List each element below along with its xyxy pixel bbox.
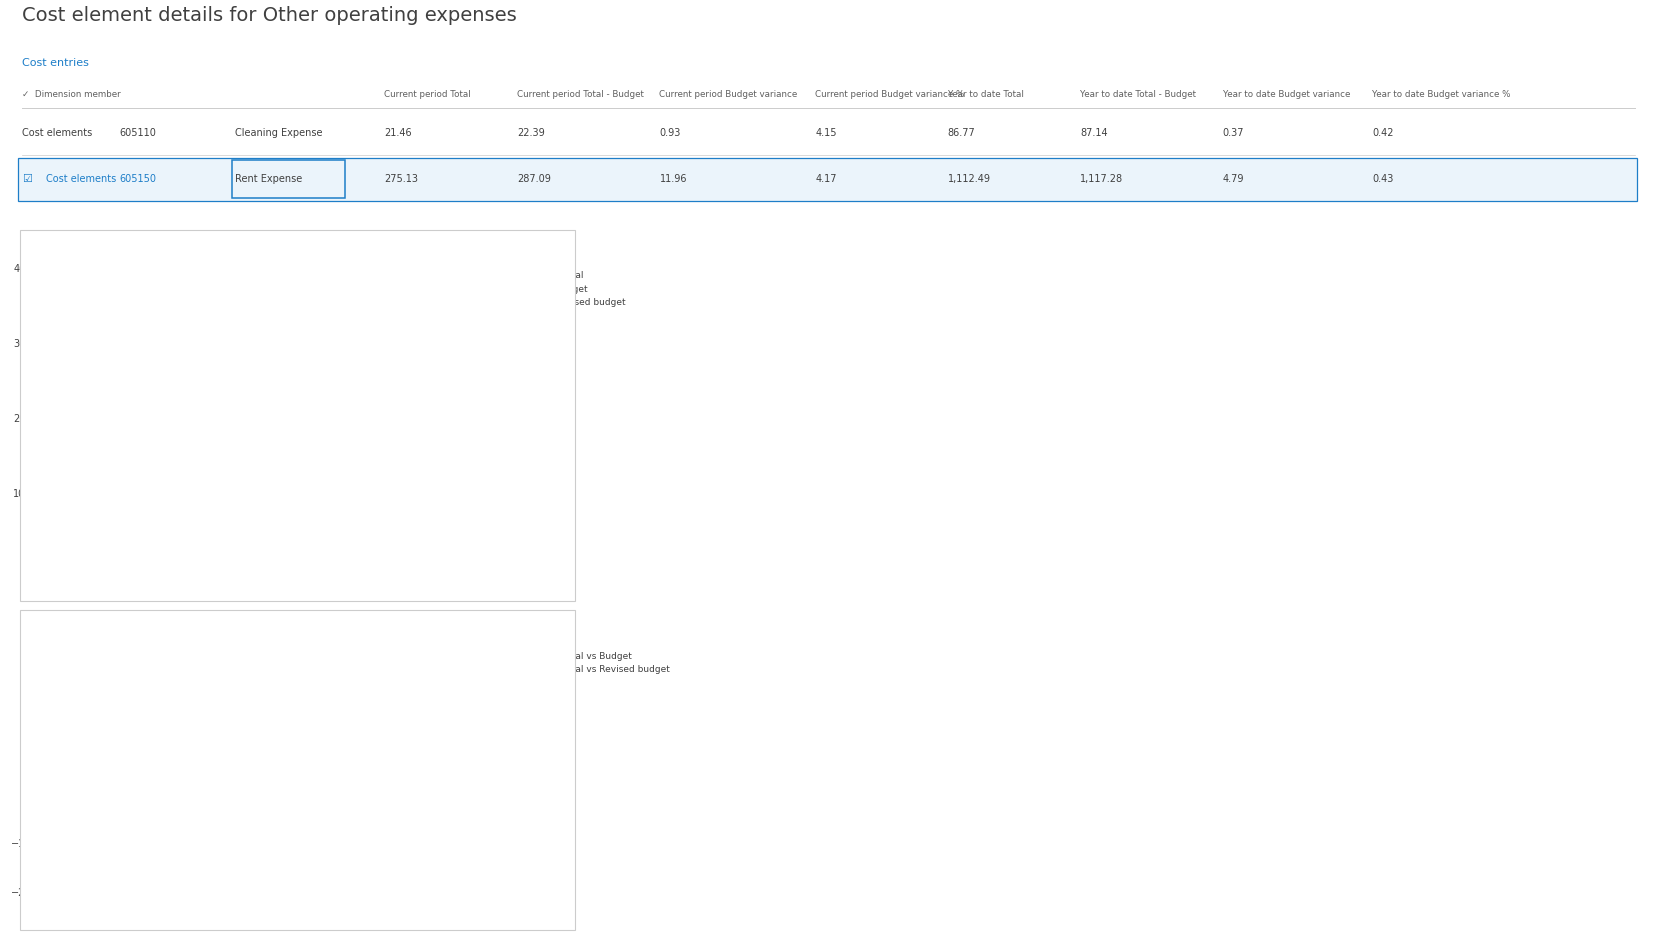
- Bar: [156, 701, 184, 794]
- Text: 287.09: 287.09: [517, 175, 550, 184]
- Text: 22.39: 22.39: [517, 128, 545, 138]
- Text: 605110: 605110: [119, 128, 156, 138]
- Text: Cost elements: Cost elements: [46, 175, 116, 184]
- Text: Current period Budget variance %: Current period Budget variance %: [815, 90, 964, 100]
- Text: 0.37: 0.37: [1223, 128, 1244, 138]
- Bar: [184, 420, 212, 568]
- Text: Cost element details for Other operating expenses: Cost element details for Other operating…: [22, 7, 517, 25]
- FancyBboxPatch shape: [18, 158, 1637, 201]
- Text: 275.13: 275.13: [384, 175, 419, 184]
- Text: 1,117.28: 1,117.28: [1080, 175, 1123, 184]
- Text: 87.14: 87.14: [1080, 128, 1109, 138]
- Bar: [91, 339, 119, 568]
- Text: Year to date Budget variance %: Year to date Budget variance %: [1372, 90, 1511, 100]
- Text: 0.93: 0.93: [659, 128, 681, 138]
- Text: 4.79: 4.79: [1223, 175, 1244, 184]
- Bar: [184, 770, 212, 794]
- Text: Cleaning Expense: Cleaning Expense: [235, 128, 323, 138]
- Text: 1,112.49: 1,112.49: [948, 175, 991, 184]
- Text: 4.17: 4.17: [815, 175, 837, 184]
- Text: Rent Expense: Rent Expense: [235, 175, 303, 184]
- Text: 11.96: 11.96: [659, 175, 688, 184]
- Bar: [462, 377, 489, 568]
- Text: Current period Total: Current period Total: [384, 90, 471, 100]
- Bar: [156, 407, 184, 568]
- Text: 21.46: 21.46: [384, 128, 413, 138]
- Bar: [277, 414, 305, 568]
- Bar: [65, 794, 91, 853]
- Text: Year to date Budget variance: Year to date Budget variance: [1223, 90, 1350, 100]
- Bar: [249, 425, 277, 568]
- Bar: [370, 395, 398, 568]
- Bar: [341, 395, 370, 568]
- Text: Budget variance by period: Budget variance by period: [36, 632, 202, 641]
- Text: 86.77: 86.77: [948, 128, 976, 138]
- Text: ✓  Dimension member: ✓ Dimension member: [22, 90, 121, 100]
- Bar: [65, 348, 91, 568]
- Text: Current period Budget variance: Current period Budget variance: [659, 90, 797, 100]
- Text: Current period Total - Budget: Current period Total - Budget: [517, 90, 645, 100]
- Legend: Actual vs Budget, Actual vs Revised budget: Actual vs Budget, Actual vs Revised budg…: [527, 648, 674, 678]
- Text: ☑: ☑: [22, 175, 31, 184]
- Text: 0.42: 0.42: [1372, 128, 1394, 138]
- Text: Cost entries: Cost entries: [22, 58, 88, 69]
- Text: Balance by period: Balance by period: [36, 252, 149, 261]
- Text: 4.15: 4.15: [815, 128, 837, 138]
- Text: Cost elements: Cost elements: [22, 128, 91, 138]
- Text: Year to date Total: Year to date Total: [948, 90, 1024, 100]
- Text: 605150: 605150: [119, 175, 156, 184]
- Text: Year to date Total - Budget: Year to date Total - Budget: [1080, 90, 1196, 100]
- Bar: [249, 794, 277, 843]
- Text: 0.43: 0.43: [1372, 175, 1394, 184]
- Bar: [434, 377, 462, 568]
- Bar: [91, 770, 119, 794]
- Legend: Actual, Budget, Revised budget: Actual, Budget, Revised budget: [527, 268, 630, 311]
